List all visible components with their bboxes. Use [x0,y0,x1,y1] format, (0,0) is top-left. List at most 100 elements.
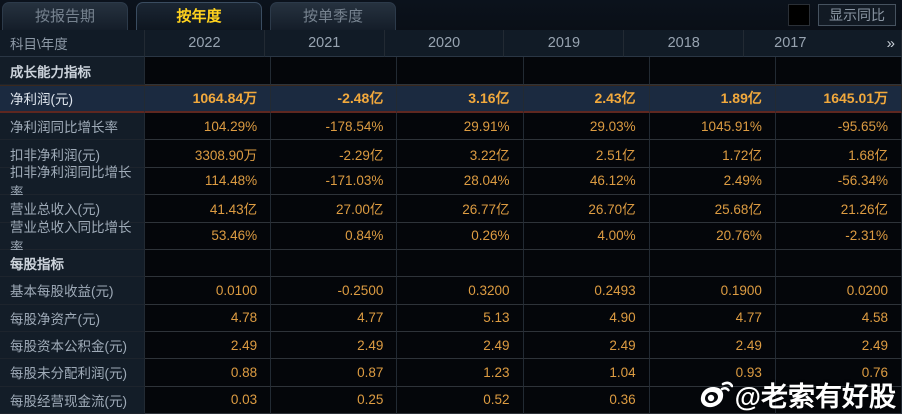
cell-value: 1064.84万 [145,85,272,114]
cell-value: 0.2493 [523,277,650,305]
cell-value: 29.91% [397,113,524,141]
cell-value: 1045.91% [649,113,776,141]
table-row-indicator: 基本每股收益(元) 0.0100 -0.2500 0.3200 0.2493 0.1900… [0,277,902,305]
financial-indicators-table: 科目\年度 2022 2021 2020 2019 2018 2017 » 成长… [0,30,902,414]
cell-value: 4.77 [271,304,398,332]
tab-by-year[interactable]: 按年度 [136,2,262,30]
year-header-2018: 2018 [624,30,745,58]
cell-value: 0.3200 [397,277,524,305]
cell-value: -56.34% [775,167,902,196]
cell-value [397,57,524,85]
cell-value: 2.49 [775,331,902,360]
more-years-icon[interactable]: » [886,34,895,52]
cell-value: -95.65% [775,113,902,141]
cell-value [145,57,272,85]
row-label: 扣非净利润(元) [0,140,145,168]
cell-value: 1.68亿 [775,140,902,168]
row-label: 每股经营现金流(元) [0,386,145,414]
row-label: 基本每股收益(元) [0,277,145,305]
cell-value: 1645.01万 [775,85,902,114]
cell-value [523,57,650,85]
cell-value: 3.16亿 [397,85,524,114]
cell-value: 1.04 [523,359,650,387]
year-header-2021: 2021 [264,30,385,58]
year-header-2019: 2019 [504,30,625,58]
cell-value: 0.88 [145,359,272,387]
year-header-2020: 2020 [384,30,505,58]
tab-by-quarter[interactable]: 按单季度 [270,2,396,30]
cell-value: 0.26% [397,222,524,250]
period-tabbar: 按报告期 按年度 按单季度 显示同比 [0,0,902,31]
cell-value: -0.2500 [271,277,398,305]
cell-value: 4.58 [775,304,902,332]
cell-value [649,249,776,278]
show-yoy-button[interactable]: 显示同比 [818,4,896,26]
cell-value: 21.26亿 [775,195,902,223]
cell-value: -178.54% [271,113,398,141]
cell-value: 4.78 [145,304,272,332]
cell-value: -2.29亿 [271,140,398,168]
table-row-indicator: 扣非净利润同比增长率 114.48% -171.03% 28.04% 46.12% 2.4… [0,165,902,200]
table-row-indicator: 每股净资产(元) 4.78 4.77 5.13 4.90 4.77 4.58 [0,304,902,332]
table-row-indicator: 扣非净利润(元) 3308.90万 -2.29亿 3.22亿 2.51亿 1.72亿 1.6… [0,140,902,168]
cell-value: 2.51亿 [523,140,650,168]
cell-value: 0.87 [271,359,398,387]
cell-value: 4.00% [523,222,650,250]
row-label: 成长能力指标 [0,57,145,85]
cell-value: 2.49 [397,331,524,360]
cell-value [523,249,650,278]
cell-value: 26.70亿 [523,195,650,223]
row-label: 营业总收入(元) [0,195,145,223]
cell-value: 1.89亿 [649,85,776,114]
cell-value: 3.22亿 [397,140,524,168]
cell-value: 1.23 [397,359,524,387]
year-header-2022: 2022 [145,30,265,58]
row-label: 净利润同比增长率 [0,113,145,141]
show-yoy-checkbox[interactable] [788,4,810,26]
table-row-indicator: 净利润(元) 1064.84万 -2.48亿 3.16亿 2.43亿 1.89亿 1645.… [0,84,902,114]
compare-controls: 显示同比 [788,4,896,26]
cell-value: 25.68亿 [649,195,776,223]
cell-value [271,57,398,85]
cell-value [145,249,272,278]
tab-by-report-period[interactable]: 按报告期 [2,2,128,30]
table-row-indicator: 每股经营现金流(元) 0.03 0.25 0.52 0.36 [0,386,902,414]
watermark-text: @老索有好股 [734,382,896,412]
cell-value: 1.72亿 [649,140,776,168]
cell-value: 27.00亿 [271,195,398,223]
table-row-indicator: 净利润同比增长率 104.29% -178.54% 29.91% 29.03% 1045.… [0,113,902,141]
cell-value: -2.48亿 [271,85,398,114]
cell-value: 4.90 [523,304,650,332]
cell-value: 3308.90万 [145,140,272,168]
cell-value: 26.77亿 [397,195,524,223]
table-row-indicator: 每股资本公积金(元) 2.49 2.49 2.49 2.49 2.49 2.49 [0,331,902,360]
cell-value: 5.13 [397,304,524,332]
cell-value: 41.43亿 [145,195,272,223]
cell-value: 0.52 [397,386,524,414]
cell-value: 0.36 [523,386,650,414]
table-row-indicator: 营业总收入(元) 41.43亿 27.00亿 26.77亿 26.70亿 25.68亿 21… [0,195,902,223]
cell-value: 104.29% [145,113,272,141]
cell-value [397,249,524,278]
cell-value: 4.77 [649,304,776,332]
cell-value: 0.03 [145,386,272,414]
cell-value: 0.25 [271,386,398,414]
cell-value: 0.76 [775,359,902,387]
watermark: @老索有好股 [699,375,896,414]
table-row-indicator: 营业总收入同比增长率 53.46% 0.84% 0.26% 4.00% 20.76% -2.… [0,220,902,255]
cell-value: 2.49 [523,331,650,360]
row-label: 净利润(元) [0,85,145,114]
table-row-section: 成长能力指标 [0,57,902,85]
row-label: 每股指标 [0,249,145,278]
cell-value: 0.0200 [775,277,902,305]
year-header-2017: 2017 » [744,30,902,58]
year-header-2017-label: 2017 [774,35,807,52]
cell-value: 53.46% [145,222,272,250]
cell-value: 2.49 [145,331,272,360]
cell-value: 0.93 [649,359,776,387]
cell-value [775,57,902,85]
cell-value: 20.76% [649,222,776,250]
weibo-logo-icon [700,381,733,407]
row-label: 每股资本公积金(元) [0,331,145,360]
cell-value: 114.48% [145,167,272,196]
